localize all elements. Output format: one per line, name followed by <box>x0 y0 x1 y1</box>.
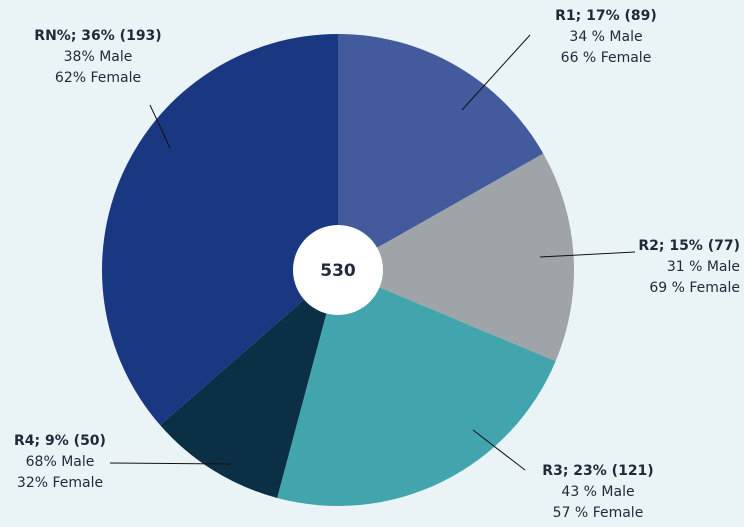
slice-detail: 68% Male <box>26 454 95 470</box>
slice-detail: 66 % Female <box>561 50 652 66</box>
slice-detail: 43 % Male <box>561 484 634 500</box>
slice-detail: 34 % Male <box>569 29 642 45</box>
pie-slice <box>101 34 338 426</box>
slice-label: R1; 17% (89) <box>555 8 657 24</box>
leader-line <box>472 429 526 471</box>
slice-detail: 38% Male <box>64 49 133 65</box>
slice-detail: 32% Female <box>17 475 103 491</box>
leader-line <box>539 251 636 258</box>
slice-label: R4; 9% (50) <box>14 433 106 449</box>
pie-slice <box>160 270 338 499</box>
leader-line <box>149 104 171 149</box>
pie-slice <box>338 153 574 362</box>
slice-label: R3; 23% (121) <box>542 463 653 479</box>
slice-detail: 69 % Female <box>649 280 740 296</box>
center-circle <box>293 225 383 315</box>
center-total: 530 <box>320 261 356 281</box>
pie-slice <box>277 270 556 506</box>
pie-slice <box>338 34 544 270</box>
leader-line <box>109 462 231 465</box>
slice-detail: 31 % Male <box>667 259 740 275</box>
slice-label: R2; 15% (77) <box>638 238 740 254</box>
slice-detail: 57 % Female <box>553 505 644 521</box>
slice-detail: 62% Female <box>55 70 141 86</box>
slice-label: RN%; 36% (193) <box>34 28 161 44</box>
leader-line <box>461 34 531 111</box>
